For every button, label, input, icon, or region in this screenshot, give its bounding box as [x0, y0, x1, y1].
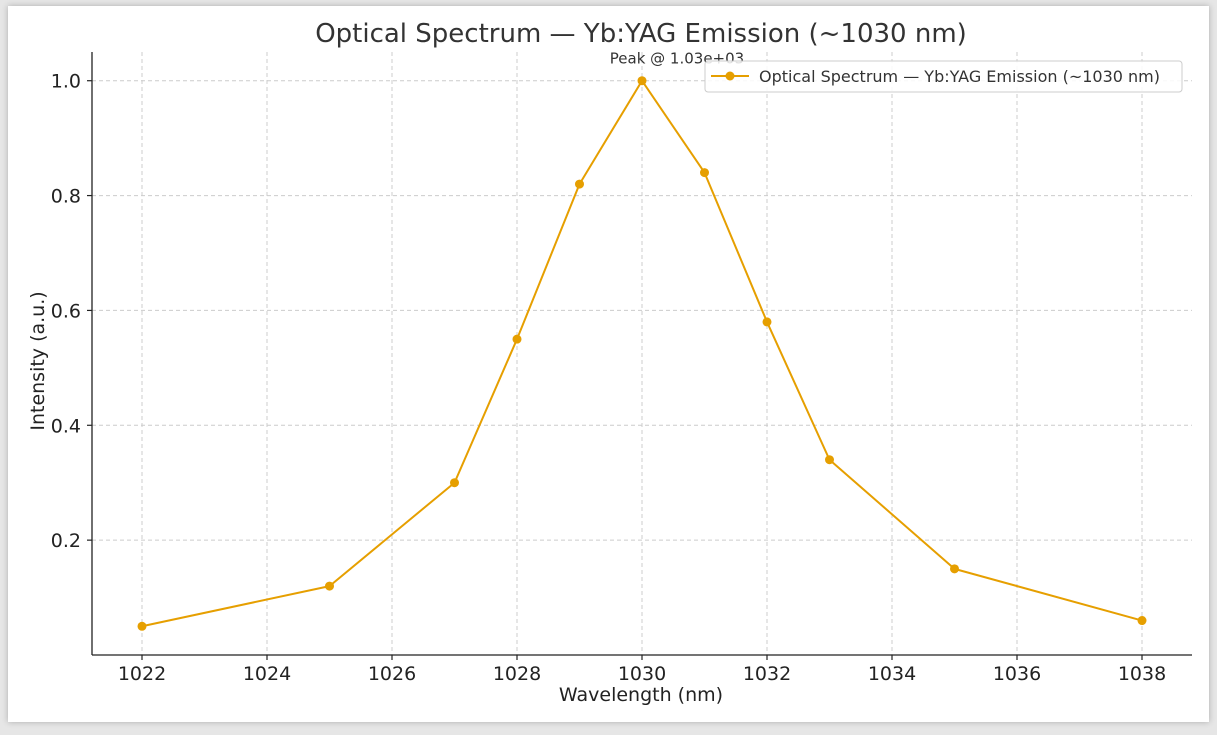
chart-frame: 1022 1024 1026 1028 1030 1032 1034 1036 1038 0.2 0… — [8, 6, 1209, 722]
y-axis-label: Intensity (a.u.) — [27, 291, 49, 430]
data-point — [762, 317, 772, 327]
grid-layer — [92, 52, 1192, 655]
data-point — [637, 76, 647, 86]
legend-box — [704, 60, 1183, 93]
y-tick-label: 0.8 — [51, 186, 81, 208]
data-point — [1137, 616, 1147, 626]
data-point — [512, 334, 522, 344]
data-point — [450, 478, 459, 488]
x-tick-label: 1024 — [243, 663, 291, 685]
x-tick-label: 1036 — [993, 663, 1041, 685]
spectrum-chart: 1022 1024 1026 1028 1030 1032 1034 1036 1038 0.2 0… — [27, 19, 1192, 706]
x-tick-label: 1028 — [493, 663, 541, 685]
y-tick-label: 0.6 — [51, 300, 81, 322]
data-point — [825, 455, 834, 465]
data-point — [137, 621, 147, 631]
chart-title: Optical Spectrum — Yb:YAG Emission (~103… — [315, 19, 967, 49]
x-tick-label: 1022 — [118, 663, 166, 685]
data-point — [325, 581, 334, 591]
y-tick-label: 0.4 — [51, 415, 81, 437]
legend: Optical Spectrum — Yb:YAG Emission (~103… — [704, 60, 1183, 93]
series-layer — [137, 76, 1147, 631]
data-point — [950, 564, 959, 574]
x-tick-label: 1038 — [1118, 663, 1166, 685]
ticks-layer: 1022 1024 1026 1028 1030 1032 1034 1036 1038 0.2 0… — [51, 71, 1166, 685]
y-tick-label: 0.2 — [51, 530, 81, 552]
x-tick-label: 1032 — [743, 663, 791, 685]
y-tick-label: 1.0 — [51, 71, 81, 93]
x-tick-label: 1030 — [618, 663, 666, 685]
data-point — [575, 179, 584, 189]
legend-entry-label: Optical Spectrum — Yb:YAG Emission (~103… — [759, 67, 1160, 86]
x-tick-label: 1034 — [868, 663, 916, 685]
data-point — [700, 168, 709, 178]
x-axis-label: Wavelength (nm) — [559, 684, 723, 706]
legend-marker-swatch — [725, 71, 735, 81]
x-tick-label: 1026 — [368, 663, 416, 685]
